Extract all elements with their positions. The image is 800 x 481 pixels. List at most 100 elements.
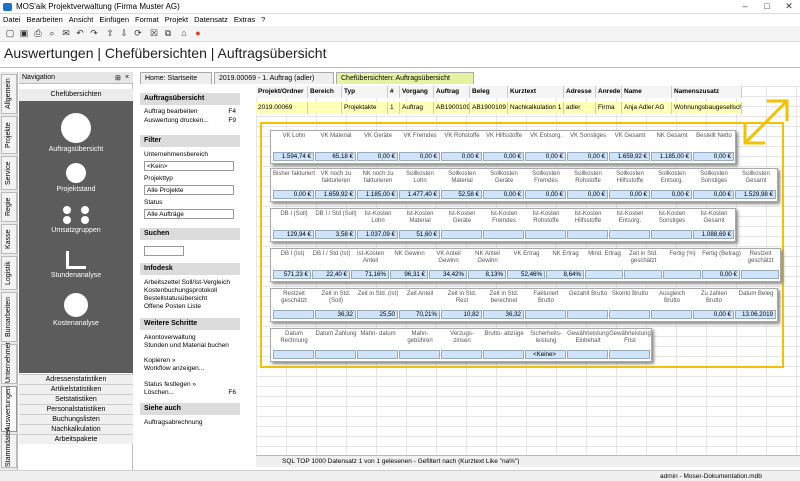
action-link[interactable]: Stunden und Material buchen bbox=[144, 342, 229, 349]
menu-datei[interactable]: Datei bbox=[3, 15, 21, 24]
vtab-stammdaten[interactable]: Stammdaten bbox=[1, 427, 17, 468]
vtab-regie[interactable]: Regie bbox=[1, 192, 17, 222]
vtab-logistik[interactable]: Logistik bbox=[1, 256, 17, 290]
field-value[interactable]: 3,58 € bbox=[315, 230, 356, 239]
field-value[interactable]: 1.088,69 € bbox=[693, 230, 734, 239]
print-icon[interactable]: ⎙ bbox=[34, 28, 42, 38]
nav-list-item[interactable]: Adressenstatistiken bbox=[19, 374, 133, 384]
field-value[interactable]: 1.659,92 € bbox=[609, 152, 650, 161]
grid-cell[interactable]: Wohnungsbaugesellschaft bbox=[672, 102, 742, 114]
field-value[interactable]: 22,40 € bbox=[312, 270, 350, 279]
nav-list-item[interactable]: Arbeitspakete bbox=[19, 434, 133, 444]
field-value[interactable] bbox=[609, 350, 650, 359]
grid-cell[interactable]: Projektakte bbox=[342, 102, 388, 114]
field-value[interactable]: 71,16% bbox=[351, 270, 389, 279]
field-value[interactable]: 1.185,00 € bbox=[357, 190, 398, 199]
field-value[interactable]: 0,00 € bbox=[651, 190, 692, 199]
action-link[interactable]: Akontoverwaltung bbox=[144, 334, 196, 341]
column-header[interactable]: Projekt/Ordner bbox=[256, 86, 308, 98]
nav-item-umsatzgruppen[interactable]: Umsatzgruppen bbox=[19, 206, 133, 234]
field-value[interactable] bbox=[273, 350, 314, 359]
column-header[interactable]: Typ bbox=[342, 86, 388, 98]
field-value[interactable] bbox=[441, 230, 482, 239]
field-value[interactable] bbox=[609, 310, 650, 319]
field-value[interactable]: 0,00 € bbox=[399, 152, 440, 161]
field-value[interactable]: 571,23 € bbox=[273, 270, 311, 279]
menu-bearbeiten[interactable]: Bearbeiten bbox=[26, 15, 63, 24]
field-value[interactable]: 0,00 € bbox=[567, 152, 608, 161]
field-value[interactable] bbox=[441, 350, 482, 359]
infodesk-link[interactable]: Kostenbuchungsprotokoll bbox=[144, 287, 217, 294]
field-value[interactable] bbox=[525, 230, 566, 239]
menu-projekt[interactable]: Projekt bbox=[164, 15, 189, 24]
field-value[interactable] bbox=[609, 230, 650, 239]
field-value[interactable]: 1.185,00 € bbox=[651, 152, 692, 161]
field-value[interactable] bbox=[399, 350, 440, 359]
preview-icon[interactable]: ⌕ bbox=[49, 28, 55, 38]
action-link[interactable]: Status festlegen » bbox=[144, 381, 197, 388]
redo-icon[interactable]: ↷ bbox=[90, 28, 98, 38]
field-value[interactable]: 0,00 € bbox=[525, 190, 566, 199]
nav-list-item[interactable]: Setstatistiken bbox=[19, 394, 133, 404]
grid-cell[interactable]: Firma bbox=[596, 102, 622, 114]
vtab-allgemein[interactable]: Allgemein bbox=[1, 74, 17, 114]
field-value[interactable] bbox=[567, 310, 608, 319]
action-link[interactable]: Löschen... bbox=[144, 389, 174, 396]
field-value[interactable]: 1.037,09 € bbox=[357, 230, 398, 239]
field-value[interactable]: 1.477,40 € bbox=[399, 190, 440, 199]
filter-select[interactable]: <Kein> bbox=[144, 161, 234, 171]
field-value[interactable]: 0,00 € bbox=[609, 190, 650, 199]
column-header[interactable]: Bereich bbox=[308, 86, 342, 98]
save-icon[interactable]: ▣ bbox=[19, 28, 29, 38]
undo-icon[interactable]: ↶ bbox=[76, 28, 84, 38]
field-value[interactable]: 70,21% bbox=[399, 310, 440, 319]
field-value[interactable]: 52,58 € bbox=[441, 190, 482, 199]
refresh-icon[interactable]: ⟳ bbox=[134, 28, 142, 38]
column-header[interactable]: Adresse bbox=[564, 86, 596, 98]
menu-format[interactable]: Format bbox=[135, 15, 159, 24]
filter-select[interactable]: Alle Aufträge bbox=[144, 209, 234, 219]
field-value[interactable]: 96,31 € bbox=[390, 270, 428, 279]
field-value[interactable]: 8,64% bbox=[546, 270, 584, 279]
copy-icon[interactable]: ⧉ bbox=[164, 28, 172, 38]
email-icon[interactable]: ✉ bbox=[62, 28, 70, 38]
nav-list-item[interactable]: Artikelstatistiken bbox=[19, 384, 133, 394]
menu-help[interactable]: ? bbox=[261, 15, 266, 24]
field-value[interactable]: <Keine> bbox=[525, 350, 566, 359]
field-value[interactable]: 1.529,98 € bbox=[735, 190, 776, 199]
column-header[interactable]: # bbox=[388, 86, 400, 98]
action-link[interactable]: Kopieren » bbox=[144, 357, 176, 364]
menu-extras[interactable]: Extras bbox=[233, 15, 256, 24]
grid-cell[interactable] bbox=[308, 102, 342, 114]
field-value[interactable] bbox=[483, 350, 524, 359]
tab-auftrag[interactable]: 2019.00069 - 1. Auftrag (adler) bbox=[214, 72, 334, 84]
column-header[interactable]: Beleg bbox=[470, 86, 508, 98]
vtab-kasse[interactable]: Kasse bbox=[1, 224, 17, 254]
field-value[interactable]: 0,00 € bbox=[567, 190, 608, 199]
grid-cell[interactable]: Nachkalkulation 1 bbox=[508, 102, 564, 114]
column-header[interactable]: Namenszusatz bbox=[672, 86, 742, 98]
new-icon[interactable]: ▢ bbox=[5, 28, 15, 38]
field-value[interactable]: 0,00 € bbox=[702, 270, 740, 279]
nav-item-kostenanalyse[interactable]: Kostenanalyse bbox=[19, 293, 133, 327]
field-value[interactable] bbox=[741, 270, 779, 279]
nav-list-item[interactable]: Nachkalkulation bbox=[19, 424, 133, 434]
field-value[interactable] bbox=[585, 270, 623, 279]
grid-cell[interactable]: 1 bbox=[388, 102, 400, 114]
up-icon[interactable]: ⇧ bbox=[106, 28, 114, 38]
column-header[interactable]: Anrede bbox=[596, 86, 622, 98]
field-value[interactable]: 36,32 bbox=[315, 310, 356, 319]
grid-cell[interactable]: AB1900109 bbox=[434, 102, 470, 114]
nav-item-projektstand[interactable]: Projektstand bbox=[19, 163, 133, 193]
field-value[interactable] bbox=[663, 270, 701, 279]
vtab-service[interactable]: Service bbox=[1, 156, 17, 190]
minimize-button[interactable]: – bbox=[742, 1, 748, 11]
maximize-button[interactable]: □ bbox=[764, 1, 770, 11]
field-value[interactable]: 0,00 € bbox=[441, 152, 482, 161]
tab-home[interactable]: Home: Startseite bbox=[140, 72, 212, 84]
user-icon[interactable]: ● bbox=[195, 28, 201, 38]
column-header[interactable]: Auftrag bbox=[434, 86, 470, 98]
home-icon[interactable]: ⌂ bbox=[181, 28, 187, 38]
field-value[interactable] bbox=[567, 230, 608, 239]
action-link[interactable]: Auftrag bearbeiten bbox=[144, 108, 198, 115]
